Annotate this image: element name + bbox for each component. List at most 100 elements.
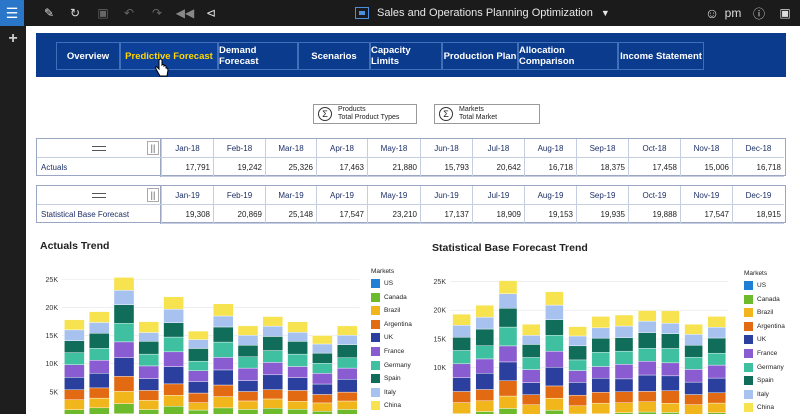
bar-segment-spain[interactable] (237, 344, 259, 358)
bar-segment-brazil[interactable] (568, 405, 587, 414)
bar-segment-uk[interactable] (637, 374, 657, 392)
bar-segment-brazil[interactable] (188, 402, 209, 411)
month-header[interactable]: Aug-19 (524, 186, 576, 205)
bar-segment-spain[interactable] (614, 337, 634, 352)
value-cell[interactable]: 15,006 (680, 158, 732, 177)
month-header[interactable]: Jul-19 (472, 186, 524, 205)
bar-segment-china[interactable] (545, 291, 564, 306)
bar-segment-germany[interactable] (337, 357, 358, 369)
bar-segment-spain[interactable] (89, 333, 110, 349)
legend-item[interactable]: Argentina (371, 319, 412, 329)
bar-segment-argentina[interactable] (452, 391, 471, 403)
bar-segment-uk[interactable] (188, 381, 209, 394)
bar-segment-brazil[interactable] (163, 395, 184, 407)
value-cell[interactable]: 17,137 (420, 205, 472, 224)
month-header[interactable]: Oct-19 (628, 186, 680, 205)
bar-segment-france[interactable] (707, 364, 726, 379)
bar-segment-uk[interactable] (212, 369, 234, 386)
bar-segment-uk[interactable] (707, 377, 726, 394)
refresh-icon[interactable]: ↻ (69, 6, 81, 20)
value-cell[interactable]: 19,888 (628, 205, 680, 224)
tab-capacity-limits[interactable]: Capacity Limits (370, 42, 442, 70)
bar-segment-germany[interactable] (163, 336, 184, 353)
bar-segment-uk[interactable] (568, 382, 587, 396)
bar-segment-italy[interactable] (452, 325, 471, 338)
hamburger-menu-icon[interactable]: ☰ (0, 0, 24, 26)
bar-segment-brazil[interactable] (614, 402, 634, 413)
bar-segment-spain[interactable] (337, 344, 358, 358)
bar-segment-china[interactable] (475, 304, 494, 318)
bar-segment-china[interactable] (262, 316, 284, 327)
bar-segment-china[interactable] (684, 324, 703, 335)
bar-segment-germany[interactable] (113, 323, 135, 343)
month-header[interactable]: Sep-18 (576, 139, 628, 158)
value-cell[interactable]: 21,880 (367, 158, 420, 177)
value-cell[interactable]: 18,915 (732, 205, 784, 224)
bar-segment-uk[interactable] (262, 374, 284, 390)
month-header[interactable]: Dec-19 (732, 186, 784, 205)
month-header[interactable]: Jun-19 (420, 186, 472, 205)
column-toggle-icon[interactable]: || (147, 188, 159, 202)
value-cell[interactable]: 18,909 (472, 205, 524, 224)
month-header[interactable]: Mar-18 (265, 139, 316, 158)
bar-segment-brazil[interactable] (138, 400, 160, 410)
bar-segment-germany[interactable] (568, 359, 587, 371)
bar-segment-italy[interactable] (707, 327, 726, 339)
bar-segment-germany[interactable] (188, 360, 209, 371)
legend-item[interactable]: Spain (371, 374, 401, 384)
bar-segment-argentina[interactable] (237, 391, 259, 402)
bar-segment-uk[interactable] (138, 378, 160, 391)
bar-segment-spain[interactable] (163, 322, 184, 338)
kpi-products[interactable]: Σ Products Total Product Types (313, 104, 417, 124)
bar-segment-china[interactable] (113, 277, 135, 291)
bar-segment-uk[interactable] (614, 378, 634, 392)
bar-segment-france[interactable] (661, 362, 680, 377)
app-title[interactable]: Sales and Operations Planning Optimizati… (355, 0, 610, 26)
month-header[interactable]: Feb-19 (213, 186, 265, 205)
bar-segment-italy[interactable] (568, 335, 587, 347)
month-header[interactable]: Jan-18 (161, 139, 213, 158)
legend-item[interactable]: China (371, 401, 401, 411)
bar-segment-uk[interactable] (475, 373, 494, 390)
bar-segment-china[interactable] (287, 321, 308, 333)
bar-segment-china[interactable] (498, 280, 518, 294)
value-cell[interactable]: 19,308 (161, 205, 213, 224)
month-header[interactable]: Jul-18 (472, 139, 524, 158)
bar-segment-brazil[interactable] (64, 399, 85, 410)
bar-segment-italy[interactable] (64, 329, 85, 341)
bar-segment-argentina[interactable] (591, 392, 611, 404)
bar-segment-uk[interactable] (521, 382, 541, 395)
bar-segment-china[interactable] (661, 310, 680, 324)
bar-segment-italy[interactable] (188, 339, 209, 349)
bar-segment-italy[interactable] (113, 290, 135, 305)
bar-segment-spain[interactable] (498, 308, 518, 328)
bar-segment-china[interactable] (138, 321, 160, 333)
bar-segment-germany[interactable] (661, 348, 680, 364)
save-icon[interactable]: ▣ (97, 6, 109, 20)
legend-item[interactable]: Canada (744, 294, 780, 304)
bar-segment-france[interactable] (64, 364, 85, 378)
drag-handle-icon[interactable] (92, 145, 106, 151)
bar-segment-argentina[interactable] (113, 376, 135, 392)
bar-segment-france[interactable] (545, 351, 564, 368)
add-icon[interactable]: + (8, 30, 18, 47)
legend-item[interactable]: Canada (371, 292, 407, 302)
bar-segment-uk[interactable] (287, 377, 308, 391)
bar-segment-germany[interactable] (212, 341, 234, 358)
bar-segment-germany[interactable] (614, 350, 634, 365)
bar-segment-uk[interactable] (452, 377, 471, 392)
value-cell[interactable]: 19,153 (524, 205, 576, 224)
bar-segment-spain[interactable] (684, 345, 703, 358)
month-header[interactable]: Jan-19 (161, 186, 213, 205)
bar-segment-brazil[interactable] (262, 398, 284, 409)
user-icon[interactable]: ☺ (704, 5, 720, 21)
legend-item[interactable]: Italy (744, 389, 769, 399)
bar-segment-spain[interactable] (637, 332, 657, 349)
legend-item[interactable]: Spain (744, 376, 774, 386)
bar-segment-germany[interactable] (684, 357, 703, 370)
bar-segment-uk[interactable] (591, 378, 611, 393)
bar-segment-china[interactable] (637, 310, 657, 322)
bar-segment-spain[interactable] (64, 340, 85, 353)
bar-segment-argentina[interactable] (312, 394, 333, 404)
bar-segment-italy[interactable] (637, 320, 657, 333)
